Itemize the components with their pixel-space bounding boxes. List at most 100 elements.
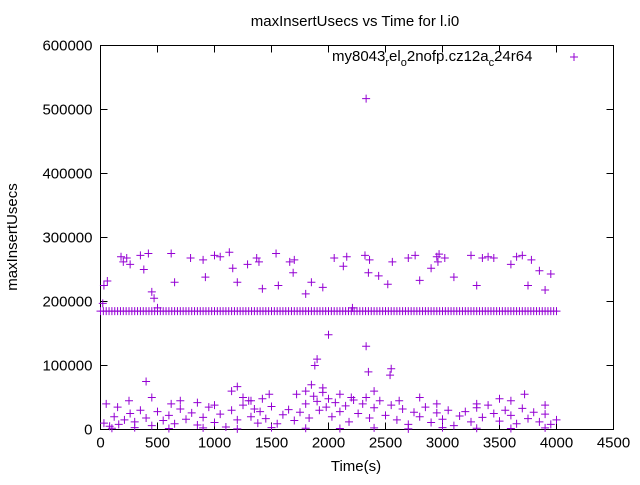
data-point: [301, 387, 310, 396]
x-tick-label: 0: [96, 435, 104, 452]
data-point: [432, 399, 441, 408]
data-point: [364, 367, 373, 376]
data-point: [227, 406, 236, 415]
y-tick-label: 200000: [42, 294, 92, 311]
data-point: [243, 260, 252, 269]
data-point: [386, 371, 395, 380]
data-point: [438, 415, 447, 424]
data-point: [421, 403, 430, 412]
data-point: [193, 421, 202, 430]
data-point: [239, 401, 247, 410]
data-point: [99, 419, 108, 428]
legend: my8043relo2nofp.cz12ac24r64: [332, 48, 578, 69]
data-point: [250, 405, 259, 414]
data-point: [398, 405, 407, 414]
data-point: [375, 396, 384, 405]
data-point: [292, 390, 301, 399]
data-point: [518, 251, 527, 260]
data-point: [187, 408, 196, 417]
data-point: [435, 250, 444, 259]
x-tick-label: 3500: [483, 435, 516, 452]
data-point: [210, 401, 219, 410]
data-point: [520, 390, 529, 399]
data-point: [455, 412, 464, 421]
data-point: [130, 423, 139, 432]
data-point: [324, 394, 333, 403]
data-point: [117, 252, 126, 261]
data-point: [438, 423, 447, 432]
data-point: [339, 262, 348, 271]
data-point: [387, 364, 396, 373]
data-point: [433, 257, 442, 266]
data-point: [535, 417, 544, 426]
data-point: [210, 418, 219, 427]
data-point: [392, 415, 401, 424]
data-point: [244, 396, 253, 405]
data-point: [495, 417, 504, 426]
data-point: [324, 330, 333, 339]
data-point: [370, 387, 379, 396]
data-point: [147, 393, 156, 402]
data-point: [518, 404, 527, 413]
data-point: [546, 269, 555, 278]
data-point: [318, 388, 327, 397]
data-point: [301, 399, 310, 408]
data-point: [362, 393, 371, 402]
data-point: [107, 424, 116, 433]
data-point: [136, 406, 145, 415]
x-axis: 0 500 1000 1500 2000 2500 3000 3500 4000 4500: [96, 45, 630, 452]
data-point: [374, 271, 383, 280]
data-point: [330, 253, 339, 262]
data-point: [546, 420, 555, 429]
legend-marker: [570, 53, 578, 61]
data-point: [541, 410, 550, 419]
data-point: [524, 414, 532, 423]
data-point: [176, 396, 185, 405]
data-point: [527, 255, 536, 264]
data-point: [265, 390, 274, 399]
data-point: [254, 257, 263, 266]
data-point: [305, 413, 314, 422]
data-point: [327, 412, 336, 421]
data-point: [233, 424, 242, 433]
data-point: [193, 398, 202, 407]
data-point: [484, 252, 493, 261]
data-point: [274, 281, 283, 290]
data-point: [388, 257, 397, 266]
data-point: [114, 420, 123, 429]
y-tick-label: 100000: [42, 358, 92, 375]
data-point: [506, 396, 515, 405]
data-point: [335, 424, 344, 433]
data-point: [322, 403, 331, 412]
data-point: [427, 418, 436, 427]
data-point: [210, 251, 219, 260]
data-point: [167, 399, 176, 408]
data-point: [365, 255, 374, 264]
y-tick-label: 600000: [42, 38, 92, 55]
data-point: [272, 249, 281, 258]
data-point: [103, 277, 112, 286]
data-point: [404, 253, 413, 262]
x-axis-label: Time(s): [331, 458, 381, 475]
data-point: [360, 251, 369, 260]
data-point: [449, 273, 458, 282]
data-point: [506, 411, 515, 420]
data-point: [415, 393, 424, 402]
data-point: [110, 412, 119, 421]
data-point: [153, 407, 162, 416]
data-point: [415, 412, 424, 421]
x-tick-label: 1000: [198, 435, 231, 452]
data-point: [365, 413, 374, 422]
data-point: [309, 392, 318, 401]
data-point: [489, 253, 498, 262]
data-point: [432, 408, 441, 417]
data-point: [370, 423, 379, 432]
data-point: [186, 253, 195, 262]
data-point: [362, 342, 371, 351]
data-point: [119, 257, 128, 266]
data-point: [258, 394, 267, 403]
data-point: [221, 422, 230, 431]
data-point: [126, 260, 135, 269]
data-point: [296, 408, 304, 417]
data-point: [113, 403, 122, 412]
